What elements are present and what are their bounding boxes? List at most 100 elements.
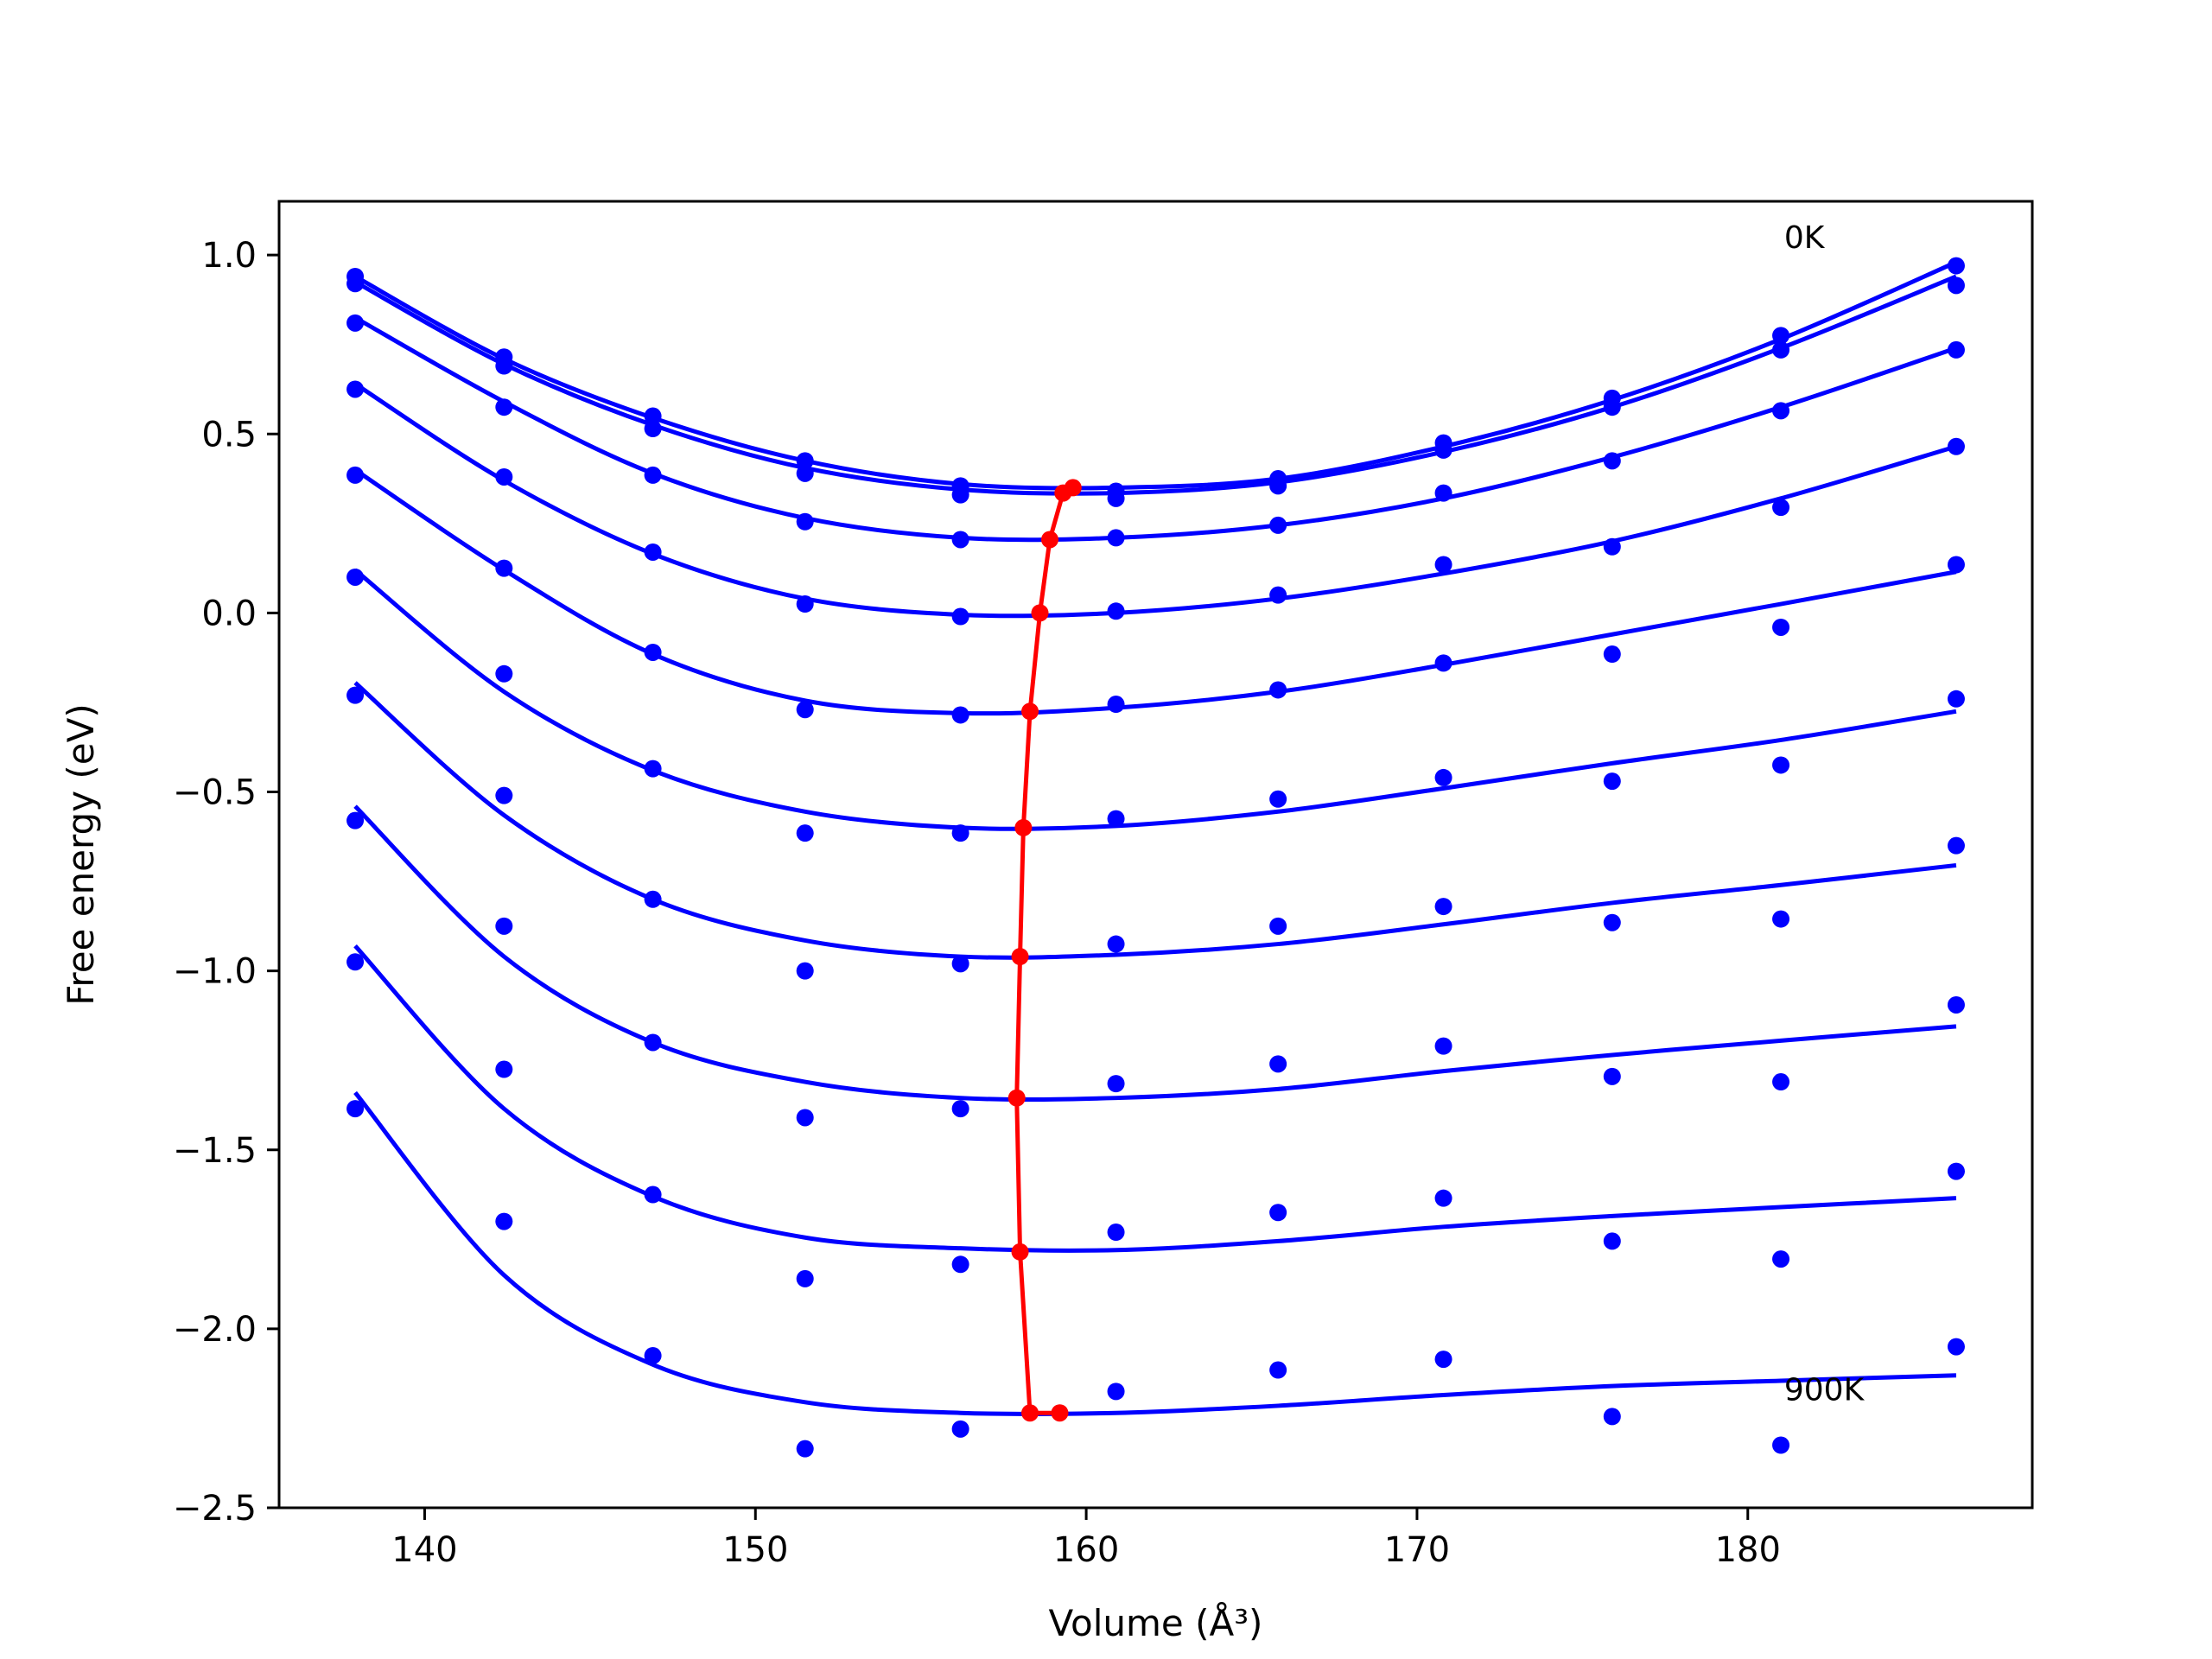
x-tick-label-4: 180	[1715, 1530, 1781, 1570]
data-point-1-1	[495, 357, 513, 375]
data-point-4-5	[1107, 696, 1125, 714]
fit-curve-2	[353, 315, 1957, 543]
data-point-0-2	[644, 407, 662, 425]
data-point-9-5	[1107, 1382, 1125, 1401]
fit-curve-6	[353, 681, 1957, 960]
annotation-0k: 0K	[1784, 220, 1826, 256]
y-tick-label-3: −0.5	[173, 773, 257, 813]
data-point-4-1	[495, 559, 513, 577]
y-axis-ticks: 1.0 0.5 0.0 −0.5 −1.0 −1.5 −2.0 −2.5	[173, 236, 279, 1529]
data-point-5-3	[796, 824, 814, 842]
data-point-2-7	[1434, 484, 1452, 502]
data-point-8-0	[346, 953, 365, 971]
data-point-4-2	[644, 643, 662, 661]
data-point-9-8	[1603, 1408, 1621, 1426]
data-point-8-8	[1603, 1232, 1621, 1250]
data-point-3-3	[796, 595, 814, 613]
data-point-2-4	[951, 531, 969, 549]
data-point-9-6	[1269, 1361, 1287, 1379]
equilibrium-point-1	[1054, 484, 1072, 502]
data-point-7-3	[796, 1109, 814, 1127]
data-point-7-4	[951, 1100, 969, 1118]
data-point-8-9	[1772, 1250, 1790, 1268]
data-point-6-0	[346, 686, 365, 704]
data-point-6-2	[644, 890, 662, 908]
x-axis-ticks: 140 150 160 170 180	[391, 1508, 1781, 1570]
data-point-3-2	[644, 543, 662, 561]
data-point-4-4	[951, 706, 969, 724]
data-point-3-6	[1269, 586, 1287, 604]
data-point-3-0	[346, 380, 365, 398]
data-point-9-4	[951, 1420, 969, 1438]
data-point-4-7	[1434, 654, 1452, 672]
x-tick-label-1: 150	[722, 1530, 788, 1570]
x-tick-label-3: 170	[1384, 1530, 1450, 1570]
data-point-2-1	[495, 398, 513, 416]
data-point-3-5	[1107, 602, 1125, 620]
data-point-9-10	[1947, 1338, 1965, 1356]
y-tick-label-7: −2.5	[173, 1489, 257, 1529]
data-point-5-10	[1947, 690, 1965, 708]
y-tick-label-5: −1.5	[173, 1131, 257, 1171]
data-point-7-5	[1107, 1075, 1125, 1093]
data-point-6-6	[1269, 917, 1287, 935]
data-point-6-4	[951, 955, 969, 973]
data-point-8-10	[1947, 1162, 1965, 1180]
data-point-5-2	[644, 760, 662, 778]
data-point-6-10	[1947, 836, 1965, 855]
annotation-900k: 900K	[1784, 1373, 1866, 1408]
equilibrium-point-2	[1040, 531, 1058, 549]
data-point-8-4	[951, 1255, 969, 1274]
fit-curve-3	[353, 382, 1957, 619]
data-point-5-8	[1603, 772, 1621, 791]
data-point-3-7	[1434, 556, 1452, 574]
data-point-3-1	[495, 467, 513, 486]
data-point-3-10	[1947, 437, 1965, 455]
data-point-3-8	[1603, 537, 1621, 556]
data-point-4-3	[796, 701, 814, 719]
data-point-3-4	[951, 607, 969, 626]
data-point-2-10	[1947, 340, 1965, 359]
data-point-1-9	[1772, 340, 1790, 359]
data-point-8-5	[1107, 1224, 1125, 1242]
fit-curve-7	[353, 804, 1957, 1103]
x-tick-label-0: 140	[391, 1530, 457, 1570]
fit-curves	[353, 260, 1957, 1417]
equilibrium-point-7	[1007, 1089, 1026, 1107]
equilibrium-point-9	[1021, 1404, 1039, 1422]
data-point-9-3	[796, 1440, 814, 1458]
x-axis-label: Volume (Å³)	[1049, 1601, 1263, 1644]
data-point-5-1	[495, 664, 513, 683]
data-point-6-9	[1772, 910, 1790, 928]
data-point-1-5	[1107, 489, 1125, 507]
data-point-5-5	[1107, 810, 1125, 828]
data-point-4-8	[1603, 645, 1621, 664]
data-point-8-2	[644, 1185, 662, 1204]
y-tick-label-4: −1.0	[173, 952, 257, 992]
data-point-9-9	[1772, 1436, 1790, 1454]
data-point-2-5	[1107, 529, 1125, 547]
data-point-5-7	[1434, 768, 1452, 786]
data-point-7-6	[1269, 1055, 1287, 1073]
data-point-2-9	[1772, 402, 1790, 420]
data-point-5-9	[1772, 756, 1790, 774]
data-point-7-7	[1434, 1037, 1452, 1055]
y-tick-label-1: 0.5	[201, 415, 257, 454]
equilibrium-point-10	[1051, 1404, 1069, 1422]
data-point-2-2	[644, 466, 662, 484]
data-point-7-1	[495, 917, 513, 935]
data-point-9-7	[1434, 1351, 1452, 1369]
data-point-1-0	[346, 275, 365, 293]
data-point-2-3	[796, 512, 814, 531]
y-tick-label-0: 1.0	[201, 236, 257, 276]
fit-curve-9	[353, 1090, 1957, 1417]
fit-curve-4	[353, 467, 1957, 716]
data-point-5-0	[346, 568, 365, 586]
data-point-1-7	[1434, 441, 1452, 459]
data-point-6-7	[1434, 898, 1452, 916]
data-point-0-3	[796, 452, 814, 470]
data-point-8-7	[1434, 1189, 1452, 1207]
y-tick-label-2: 0.0	[201, 594, 257, 633]
data-point-9-0	[346, 1100, 365, 1118]
data-point-6-3	[796, 962, 814, 980]
